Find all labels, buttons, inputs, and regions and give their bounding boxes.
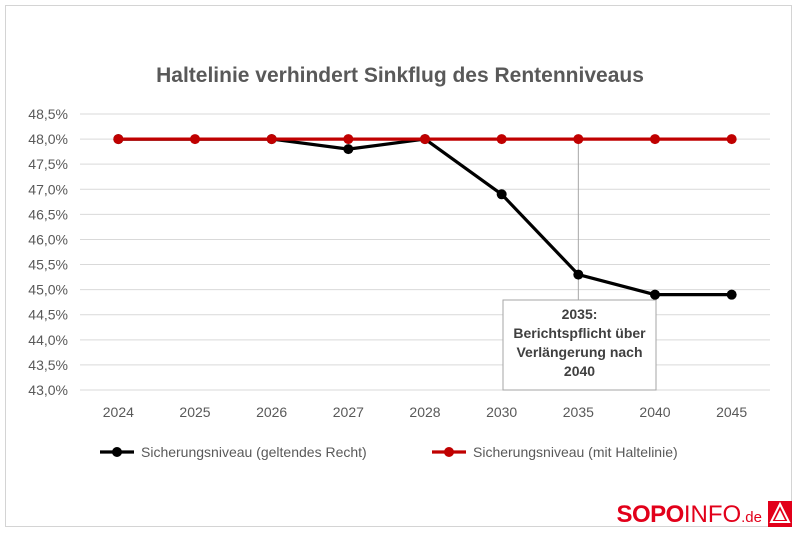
chart-title: Haltelinie verhindert Sinkflug des Rente…	[156, 64, 644, 87]
data-point-geltendes-recht	[726, 289, 737, 300]
data-point-haltelinie	[190, 134, 200, 145]
callout-text-line: Verlängerung nach	[516, 344, 642, 360]
callout-text-line: 2040	[564, 363, 595, 379]
data-point-haltelinie	[496, 134, 507, 145]
y-tick-label: 47,5%	[28, 156, 68, 172]
y-tick-label: 48,5%	[28, 106, 68, 122]
y-tick-label: 44,5%	[28, 307, 68, 323]
data-point-haltelinie	[650, 134, 660, 145]
y-tick-label: 46,0%	[28, 231, 68, 247]
legend-label: Sicherungsniveau (mit Haltelinie)	[473, 444, 678, 460]
data-point-haltelinie	[726, 134, 737, 145]
logo-sopo: SOPO	[616, 501, 684, 528]
y-tick-label: 47,0%	[28, 181, 68, 197]
data-point-geltendes-recht	[343, 144, 354, 155]
data-point-geltendes-recht	[573, 269, 584, 280]
callout-text-line: 2035:	[562, 306, 598, 322]
y-tick-label: 44,0%	[28, 332, 68, 348]
y-tick-label: 43,0%	[28, 382, 68, 398]
x-tick-label: 2026	[256, 404, 287, 420]
legend-marker	[112, 447, 122, 457]
x-tick-label: 2027	[333, 404, 364, 420]
legend-marker	[444, 447, 454, 457]
logo-text: SOPO INFO .de	[616, 503, 762, 527]
y-tick-label: 45,5%	[28, 257, 68, 273]
logo-de: .de	[741, 509, 762, 526]
logo-info: INFO	[683, 501, 742, 528]
data-point-haltelinie	[113, 134, 124, 145]
sopoinfo-logo: SOPO INFO .de	[616, 501, 792, 527]
callout-text-line: Berichtspflicht über	[513, 325, 646, 341]
series-line-geltendes-recht	[118, 137, 732, 297]
x-tick-label: 2024	[103, 404, 134, 420]
data-point-haltelinie	[420, 134, 430, 145]
x-tick-label: 2028	[409, 404, 440, 420]
data-point-haltelinie	[573, 134, 584, 145]
y-tick-label: 43,5%	[28, 357, 68, 373]
data-point-geltendes-recht	[496, 189, 507, 200]
y-tick-label: 48,0%	[28, 131, 68, 147]
x-tick-label: 2030	[486, 404, 517, 420]
chart-frame	[5, 5, 792, 527]
data-point-haltelinie	[343, 134, 354, 145]
x-tick-label: 2035	[563, 404, 594, 420]
legend-label: Sicherungsniveau (geltendes Recht)	[141, 444, 367, 460]
x-tick-label: 2040	[639, 404, 670, 420]
x-tick-label: 2025	[179, 404, 210, 420]
ig-metall-logo-icon	[768, 501, 792, 527]
y-tick-label: 45,0%	[28, 282, 68, 298]
callout-box	[502, 299, 657, 391]
y-tick-label: 46,5%	[28, 206, 68, 222]
data-point-haltelinie	[266, 134, 277, 145]
x-tick-label: 2045	[716, 404, 747, 420]
data-point-geltendes-recht	[650, 289, 660, 300]
